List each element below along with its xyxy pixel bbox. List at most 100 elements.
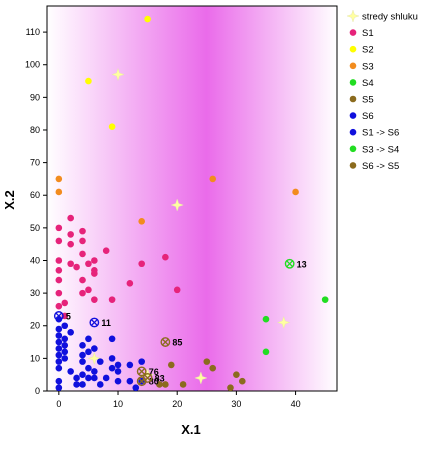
legend-label: S6 bbox=[362, 111, 374, 122]
legend-item-s6: S6 bbox=[349, 111, 374, 122]
point-s6 bbox=[85, 364, 92, 372]
point-s6 bbox=[55, 384, 63, 392]
point-s4 bbox=[262, 348, 270, 356]
y-tick-label: 30 bbox=[30, 288, 40, 298]
point-s1 bbox=[55, 257, 63, 264]
y-tick-label: 50 bbox=[30, 223, 40, 233]
point-s6 bbox=[114, 377, 122, 385]
y-tick-label: 10 bbox=[30, 353, 40, 363]
legend-swatch bbox=[349, 128, 357, 136]
point-s2 bbox=[144, 15, 151, 23]
point-s6-s5 bbox=[136, 366, 147, 377]
point-s1 bbox=[126, 280, 134, 287]
legend: stredy shluku S1 S2 S3 S4 S5 S6 S1 -> S6 S3 -> S… bbox=[346, 9, 418, 172]
point-s6 bbox=[91, 345, 98, 352]
point-label: 76 bbox=[149, 367, 159, 377]
point-s1 bbox=[67, 240, 74, 248]
marker-cross bbox=[286, 260, 294, 268]
point-s6 bbox=[79, 342, 86, 349]
legend-label: stredy shluku bbox=[362, 12, 418, 23]
x-tick-label: 20 bbox=[172, 399, 182, 409]
legend-label: S3 -> S4 bbox=[362, 144, 399, 155]
point-s5 bbox=[227, 384, 234, 392]
point-s1 bbox=[79, 289, 86, 297]
point-s1 bbox=[79, 276, 86, 284]
legend-item-s5: S5 bbox=[349, 95, 374, 106]
y-tick-label: 60 bbox=[30, 190, 40, 200]
point-s6 bbox=[79, 351, 86, 359]
legend-swatch bbox=[349, 29, 357, 36]
y-tick-label: 90 bbox=[30, 92, 40, 102]
marker-cross bbox=[90, 319, 98, 326]
marker-ring bbox=[136, 366, 147, 377]
legend-item-s4: S4 bbox=[349, 78, 374, 89]
marker-cross bbox=[161, 338, 169, 346]
point-s4 bbox=[321, 296, 329, 303]
plot-area bbox=[46, 5, 338, 392]
point-s6 bbox=[85, 374, 92, 382]
point-s1 bbox=[91, 257, 98, 264]
point-s6-s5 bbox=[142, 373, 153, 383]
y-tick-label: 40 bbox=[30, 255, 40, 265]
legend-swatch bbox=[346, 9, 360, 23]
point-s1 bbox=[173, 286, 181, 294]
marker-cross bbox=[144, 374, 152, 382]
legend-item-s6-s5: S6 -> S5 bbox=[349, 161, 399, 172]
point-label: 85 bbox=[172, 338, 182, 348]
point-label: 13 bbox=[297, 259, 307, 269]
marker-ring bbox=[89, 317, 100, 328]
x-tick-label: 0 bbox=[56, 399, 61, 409]
point-s5 bbox=[209, 364, 217, 372]
point-s6 bbox=[73, 381, 80, 388]
point-s3-s4 bbox=[284, 258, 295, 269]
y-tick-label: 20 bbox=[30, 321, 40, 331]
y-tick-label: 0 bbox=[35, 386, 40, 396]
point-s6 bbox=[55, 338, 63, 346]
point-s1 bbox=[138, 260, 145, 268]
point-stredy-shluku bbox=[194, 371, 208, 385]
point-s6 bbox=[96, 381, 104, 388]
point-s1 bbox=[55, 237, 63, 245]
legend-label: S1 -> S6 bbox=[362, 128, 399, 139]
point-s6 bbox=[55, 377, 63, 385]
point-s6 bbox=[108, 364, 116, 372]
point-s6 bbox=[96, 358, 104, 365]
y-tick-label: 80 bbox=[30, 125, 40, 135]
legend-swatch bbox=[349, 79, 357, 86]
marker-ring bbox=[160, 337, 171, 347]
point-s6 bbox=[79, 371, 86, 378]
point-s1 bbox=[61, 299, 69, 307]
x-tick-label: 40 bbox=[291, 399, 301, 409]
point-s1 bbox=[67, 260, 74, 268]
point-s5 bbox=[179, 381, 187, 388]
point-s1 bbox=[67, 231, 74, 238]
point-s1 bbox=[79, 237, 86, 245]
legend-item-s3: S3 bbox=[349, 61, 374, 72]
marker-cross bbox=[55, 312, 63, 320]
point-s1 bbox=[91, 270, 98, 277]
legend-swatch bbox=[349, 45, 357, 53]
point-s6 bbox=[138, 358, 145, 365]
point-s6 bbox=[61, 342, 69, 349]
x-tick-label: 10 bbox=[113, 399, 123, 409]
point-label: 5 bbox=[66, 311, 71, 321]
legend-label: S1 bbox=[362, 28, 374, 39]
point-label: 83 bbox=[155, 373, 165, 383]
legend-item-s1-s6: S1 -> S6 bbox=[349, 128, 399, 139]
legend-label: S3 bbox=[362, 61, 374, 72]
legend-item-s1: S1 bbox=[349, 28, 374, 39]
point-s6 bbox=[102, 374, 110, 382]
point-s6 bbox=[67, 328, 74, 336]
legend-label: S5 bbox=[362, 95, 374, 106]
point-s6 bbox=[114, 361, 122, 369]
point-s6 bbox=[55, 358, 63, 365]
point-s3 bbox=[292, 188, 299, 196]
point-s1 bbox=[55, 224, 63, 232]
point-s3 bbox=[55, 175, 63, 183]
legend-item-s3-s4: S3 -> S4 bbox=[349, 144, 399, 155]
point-stredy-shluku bbox=[170, 198, 184, 212]
y-tick-label: 100 bbox=[25, 60, 40, 70]
